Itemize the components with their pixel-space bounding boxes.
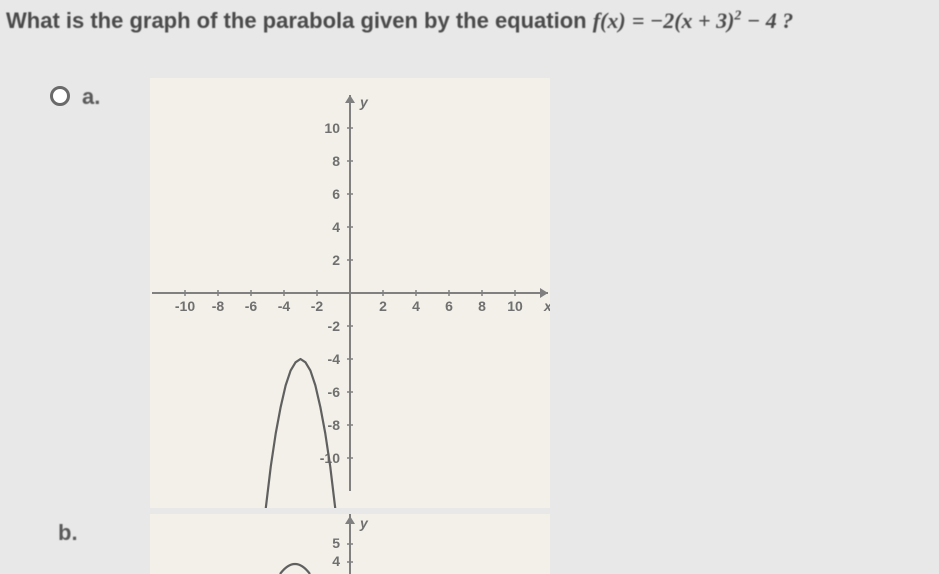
- option-b-label: b.: [58, 520, 78, 546]
- graph-b-svg: y 5 4: [150, 514, 550, 574]
- svg-text:4: 4: [332, 553, 340, 569]
- svg-text:y: y: [359, 94, 369, 110]
- svg-text:-4: -4: [328, 351, 341, 367]
- svg-text:-6: -6: [328, 384, 341, 400]
- graph-b: y 5 4: [150, 514, 550, 574]
- graph-a: -10-8-6-4-2246810246810-2-4-6-8-10yx: [150, 78, 550, 508]
- svg-text:-6: -6: [245, 298, 258, 314]
- svg-text:-4: -4: [278, 298, 291, 314]
- svg-text:y: y: [359, 515, 369, 531]
- svg-text:8: 8: [478, 298, 486, 314]
- svg-text:4: 4: [332, 219, 340, 235]
- svg-text:10: 10: [507, 298, 523, 314]
- option-b-row: b.: [58, 520, 78, 546]
- question-tail: − 4 ?: [741, 8, 793, 33]
- svg-text:-2: -2: [328, 318, 341, 334]
- svg-text:10: 10: [324, 120, 340, 136]
- svg-text:-2: -2: [311, 298, 324, 314]
- graph-a-svg: -10-8-6-4-2246810246810-2-4-6-8-10yx: [150, 78, 550, 508]
- svg-text:-8: -8: [328, 417, 341, 433]
- question-prefix: What is the graph of the parabola given …: [6, 8, 593, 33]
- option-a-label: a.: [82, 84, 100, 110]
- svg-text:5: 5: [332, 535, 340, 551]
- svg-text:8: 8: [332, 153, 340, 169]
- question-text: What is the graph of the parabola given …: [6, 8, 793, 34]
- question-fn: f(x): [593, 8, 626, 33]
- option-a-radio[interactable]: [50, 86, 70, 106]
- svg-text:4: 4: [412, 298, 420, 314]
- svg-text:-10: -10: [175, 298, 195, 314]
- svg-text:6: 6: [332, 186, 340, 202]
- svg-text:-8: -8: [212, 298, 225, 314]
- question-rhs: −2(x + 3): [650, 8, 735, 33]
- svg-text:x: x: [543, 298, 550, 314]
- svg-text:2: 2: [332, 252, 340, 268]
- svg-text:6: 6: [445, 298, 453, 314]
- option-a-row: a.: [50, 84, 100, 110]
- svg-text:2: 2: [379, 298, 387, 314]
- question-eq: =: [632, 8, 650, 33]
